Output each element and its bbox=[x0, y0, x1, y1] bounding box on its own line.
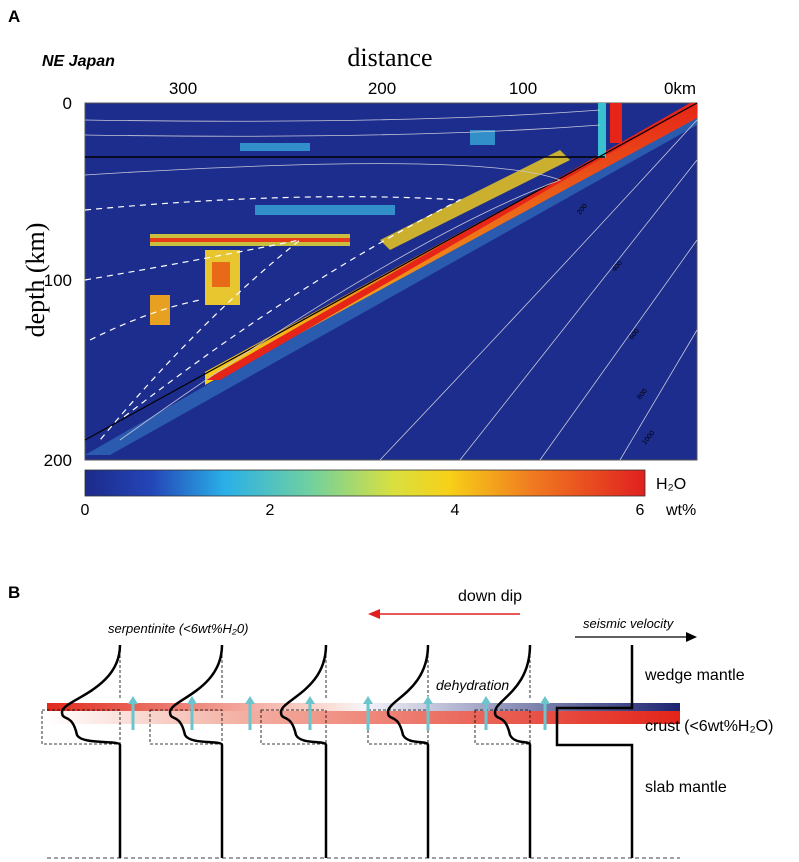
fluid-arrowhead bbox=[128, 696, 138, 704]
annotation: serpentinite (<6wt%H₂0) bbox=[108, 621, 248, 636]
fluid-arrowhead bbox=[363, 696, 373, 704]
velocity-profile bbox=[168, 644, 224, 858]
y-tick-label: 200 bbox=[44, 451, 72, 470]
layer-label: crust (<6wt%H₂O) bbox=[645, 718, 773, 735]
arrow-label: down dip bbox=[458, 588, 522, 605]
x-axis-title: distance bbox=[347, 43, 432, 72]
reference-box bbox=[149, 709, 223, 745]
colorbar-tick-label: 4 bbox=[451, 502, 460, 519]
reference-box bbox=[41, 709, 121, 745]
colorbar-tick-label: 6 bbox=[636, 502, 645, 519]
fluid-arrowhead bbox=[305, 696, 315, 704]
fluid-arrowhead bbox=[481, 696, 491, 704]
x-tick-label: 200 bbox=[368, 79, 396, 98]
velocity-profile bbox=[493, 644, 532, 858]
annotation: seismic velocity bbox=[583, 616, 675, 631]
x-tick-label: 100 bbox=[509, 79, 537, 98]
region-label: NE Japan bbox=[42, 53, 115, 70]
colorbar bbox=[84, 469, 646, 497]
velocity-profile bbox=[555, 645, 634, 858]
panel-label: B bbox=[8, 583, 20, 602]
arrowhead bbox=[368, 609, 380, 619]
arrowhead bbox=[686, 632, 697, 642]
reference-box bbox=[260, 709, 327, 745]
colorbar-title: H₂O bbox=[656, 476, 686, 493]
reference-box bbox=[474, 709, 531, 745]
y-tick-label: 100 bbox=[44, 271, 72, 290]
fluid-arrowhead bbox=[540, 696, 550, 704]
x-tick-label: 0km bbox=[664, 79, 696, 98]
x-tick-label: 300 bbox=[169, 79, 197, 98]
y-tick-label: 0 bbox=[63, 94, 72, 113]
fluid-arrowhead bbox=[187, 696, 197, 704]
colorbar-unit: wt% bbox=[665, 502, 696, 519]
crust-band bbox=[47, 711, 680, 724]
layer-label: slab mantle bbox=[645, 779, 727, 796]
velocity-profile bbox=[279, 644, 328, 858]
fluid-arrowhead bbox=[423, 696, 433, 704]
layer-label: wedge mantle bbox=[644, 667, 745, 684]
velocity-profile bbox=[386, 644, 430, 858]
colorbar-tick-label: 2 bbox=[266, 502, 275, 519]
y-axis-title: depth (km) bbox=[21, 223, 50, 338]
fluid-arrowhead bbox=[245, 696, 255, 704]
velocity-profile bbox=[60, 644, 122, 858]
annotation: dehydration bbox=[436, 677, 509, 693]
colorbar-tick-label: 0 bbox=[81, 502, 90, 519]
panel-label: A bbox=[8, 7, 20, 26]
